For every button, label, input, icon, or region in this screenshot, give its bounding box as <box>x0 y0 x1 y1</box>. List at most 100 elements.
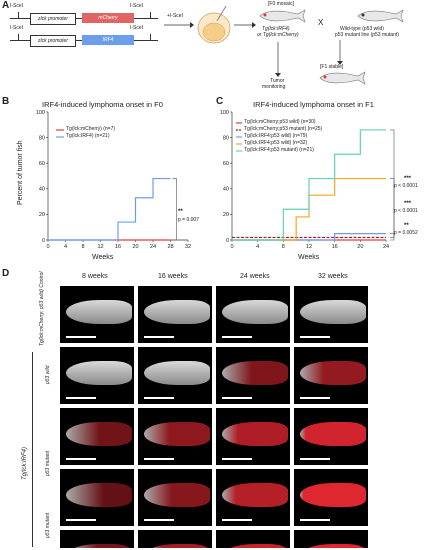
fish-photo <box>216 286 290 343</box>
fish-body <box>222 361 288 385</box>
fish-icon <box>357 9 404 23</box>
y-tick-label: 20 <box>223 212 229 218</box>
fish-photo <box>138 408 212 465</box>
week-header-24: 24 weeks <box>240 273 270 280</box>
monitoring-label: monitoring <box>262 84 286 90</box>
scale-bar <box>222 519 252 521</box>
y-tick-label: 60 <box>223 161 229 167</box>
row-label-control: Tg(lck:mCherry; p53 wild) Control <box>39 271 45 346</box>
chart-c-title: IRF4-induced lymphoma onset in F1 <box>253 100 374 109</box>
scale-bar <box>222 336 252 338</box>
significance-bracket <box>390 233 395 241</box>
chart-c-legend-1: Tg(lck:mCherry;p53 wild) (n=30) <box>244 119 316 125</box>
mcherry-box: mCherry <box>82 13 134 23</box>
fish-body <box>144 422 210 446</box>
row-label-p53-mutant-a: p53 mutant <box>45 450 51 476</box>
isce-site-marker <box>18 12 19 19</box>
row-label-p53-wild: p53 wild <box>45 365 51 384</box>
chart-c-sig-2: *** <box>404 201 412 207</box>
series-line-3 <box>232 233 386 241</box>
isce-label: I-SceI <box>130 3 144 9</box>
fish-body <box>66 361 132 385</box>
x-tick-label: 32 <box>185 244 191 250</box>
cross-to-f1-arrows <box>275 40 343 77</box>
significance-bracket <box>172 178 177 241</box>
y-tick-label: 80 <box>223 135 229 141</box>
tg-mcherry-label: or Tg(lck:mCherry) <box>257 32 299 38</box>
chart-b-legend-1: Tg(lck:mCherry) (n=7) <box>66 126 116 132</box>
isce-label: I-SceI <box>10 3 24 9</box>
series-line-2 <box>48 177 171 241</box>
y-tick-label: 40 <box>223 187 229 193</box>
x-tick-label: 0 <box>46 244 49 250</box>
fish-photo <box>216 408 290 465</box>
fish-body <box>66 300 132 324</box>
x-tick-label: 4 <box>64 244 67 250</box>
chart-c-legend-3: Tg(lck:IRF4;p53 wild) (n=79) <box>244 133 308 139</box>
panel-b-label: B <box>2 96 10 107</box>
x-tick-label: 28 <box>167 244 173 250</box>
group-label-irf4: Tg(lck:IRF4) <box>22 447 28 480</box>
scale-bar <box>66 397 96 399</box>
fish-photo <box>216 347 290 404</box>
fish-body <box>300 422 366 446</box>
x-tick-label: 8 <box>81 244 84 250</box>
scale-bar <box>66 458 96 460</box>
scale-bar <box>300 336 330 338</box>
fish-body <box>300 361 366 385</box>
fish-photo <box>138 347 212 404</box>
chart-b-legend-2: Tg(lck:IRF4) (n=21) <box>66 133 110 139</box>
fish-icon <box>259 9 306 23</box>
fish-photo <box>60 347 134 404</box>
scale-bar <box>300 458 330 460</box>
scale-bar <box>66 519 96 521</box>
fish-photo <box>60 286 134 343</box>
fish-photo <box>216 530 290 548</box>
chart-c-pval-2: p < 0.0001 <box>394 208 418 214</box>
x-tick-label: 16 <box>332 244 338 250</box>
chart-c-legend-4: Tg(lck:IRF4;p53 wild) (n=32) <box>244 140 308 146</box>
fish-photo <box>294 286 368 343</box>
scale-bar <box>222 397 252 399</box>
injection-label: +I-SceI <box>167 13 183 19</box>
significance-bracket <box>390 178 395 238</box>
construct-diagram: I-SceI I-SceI zlck promoter mCherry I-Sc… <box>10 3 160 47</box>
week-header-16: 16 weeks <box>158 273 188 280</box>
f0-mosaic-label: [F0 mosaic] <box>268 1 294 7</box>
scale-bar <box>222 458 252 460</box>
row-label-p53-mutant-b: p53 mutant <box>45 512 51 538</box>
y-tick-label: 40 <box>39 187 45 193</box>
week-header-8: 8 weeks <box>82 273 108 280</box>
fish-photo <box>138 469 212 526</box>
y-tick-label: 60 <box>39 161 45 167</box>
panel-d-label: D <box>2 268 10 279</box>
f1-stable-label: [F1 stable] <box>320 64 344 70</box>
y-tick-label: 100 <box>220 110 229 116</box>
x-tick-label: 20 <box>357 244 363 250</box>
chart-c-sig-1: *** <box>404 176 412 182</box>
x-tick-label: 16 <box>115 244 121 250</box>
chart-c-legend-2: Tg(lck:mCherry;p53 mutant) (n=25) <box>244 126 323 132</box>
series-line-5 <box>232 129 386 241</box>
fish-body <box>222 300 288 324</box>
scale-bar <box>144 336 174 338</box>
fish-body <box>66 544 132 548</box>
fish-photo <box>60 530 134 548</box>
fish-photo <box>294 408 368 465</box>
tg-irf4-label: Tg(lck:IRF4) <box>262 26 290 32</box>
scale-bar <box>144 519 174 521</box>
isce-site-marker <box>18 34 19 41</box>
y-tick-label: 80 <box>39 135 45 141</box>
fish-body <box>66 483 132 507</box>
fish-body <box>222 483 288 507</box>
wild-type-label: Wild-type (p53 wild) <box>340 26 384 32</box>
chart-c-pval-1: p < 0.0001 <box>394 183 418 189</box>
scale-bar <box>144 458 174 460</box>
chart-b-pval: p = 0.007 <box>178 217 199 223</box>
irf4-box: IRF4 <box>82 35 134 45</box>
injection-arrow <box>164 22 194 28</box>
fish-photo <box>60 408 134 465</box>
fish-icon <box>319 71 366 85</box>
fish-body <box>222 544 288 548</box>
